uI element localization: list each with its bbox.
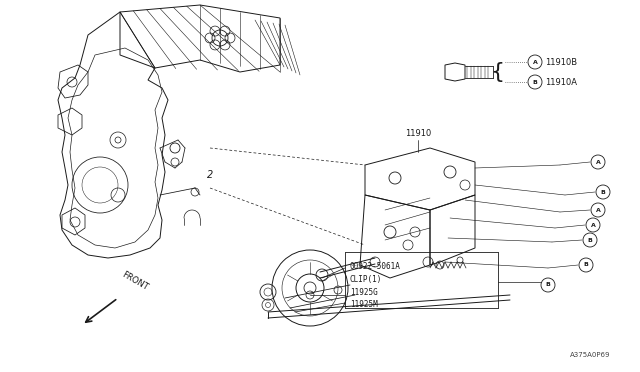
Text: 2: 2 [207,170,213,180]
Text: CLIP(1): CLIP(1) [350,275,382,284]
Text: 00922-5061A: 00922-5061A [350,262,401,271]
Text: 11925G: 11925G [350,288,378,297]
Text: B: B [584,263,588,267]
Text: B: B [588,237,593,243]
Text: 11925M: 11925M [350,300,378,309]
Text: A: A [591,222,595,228]
Text: {: { [490,62,504,82]
Text: 11910A: 11910A [545,77,577,87]
Text: 11910B: 11910B [545,58,577,67]
Text: B: B [532,80,538,84]
Text: FRONT: FRONT [120,270,149,292]
Text: B: B [600,189,605,195]
Text: A375A0P69: A375A0P69 [570,352,610,358]
Text: 11910: 11910 [405,129,431,138]
Text: B: B [545,282,550,288]
Text: A: A [596,208,600,212]
Text: A: A [532,60,538,64]
Text: A: A [596,160,600,164]
